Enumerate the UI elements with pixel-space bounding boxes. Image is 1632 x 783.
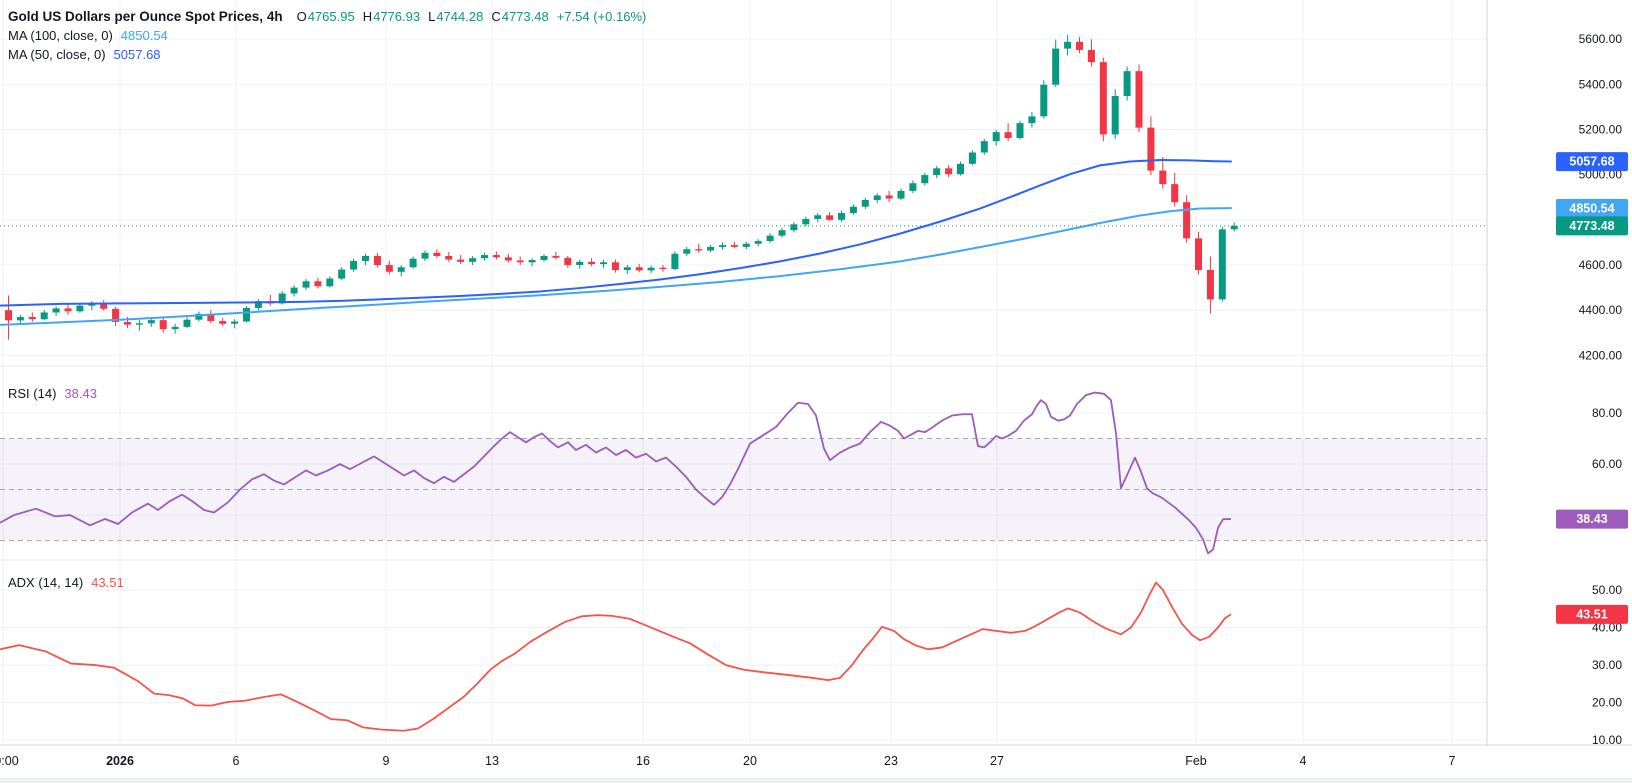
ma50-line[interactable] [0, 158, 1232, 307]
symbol-legend-row[interactable]: Gold US Dollars per Ounce Spot Prices, 4… [8, 7, 646, 26]
candles-series[interactable] [5, 35, 1238, 340]
time-tick-label: 9 [383, 754, 390, 768]
ma50-label: MA (50, close, 0) [8, 47, 106, 62]
time-tick-label: 6 [233, 754, 240, 768]
ma100-value: 4850.54 [120, 28, 168, 43]
bottom-strip [0, 778, 1632, 783]
svg-text:4850.54: 4850.54 [1569, 201, 1614, 215]
axis-tick-label: 30.00 [1592, 658, 1622, 672]
adx-line[interactable] [0, 581, 1232, 732]
price-legend[interactable]: Gold US Dollars per Ounce Spot Prices, 4… [8, 7, 646, 64]
axis-tick-label: 4200.00 [1579, 348, 1623, 362]
adx-value: 43.51 [91, 575, 124, 590]
svg-text:5057.68: 5057.68 [1569, 155, 1614, 169]
axis-tick-label: 5000.00 [1579, 168, 1623, 182]
axis-price-badge: 4773.48 [1556, 216, 1628, 236]
axis-tick-label: 4400.00 [1579, 303, 1623, 317]
ma100-legend-row[interactable]: MA (100, close, 0) 4850.54 [8, 26, 646, 45]
ohlc-high-value: 4776.93 [373, 9, 421, 24]
adx-legend[interactable]: ADX (14, 14) 43.51 [8, 573, 124, 592]
time-tick-label: 7 [1449, 754, 1456, 768]
time-axis[interactable]: 20:00 2026 6 9 13 16 20 23 27 Feb 4 7 [0, 744, 1632, 783]
axis-tick-label: 5600.00 [1579, 32, 1623, 46]
rsi-legend[interactable]: RSI (14) 38.43 [8, 384, 97, 403]
time-tick-label: 4 [1300, 754, 1307, 768]
axis-tick-label: 20.00 [1592, 696, 1622, 710]
ma50-value: 5057.68 [113, 47, 161, 62]
ohlc-low-value: 4744.28 [436, 9, 484, 24]
ohlc-high-label: H [362, 9, 373, 24]
time-tick-label: 27 [990, 754, 1004, 768]
axis-tick-label: 4600.00 [1579, 258, 1623, 272]
time-gridlines [2, 0, 1453, 745]
ohlc-close-value: 4773.48 [501, 9, 549, 24]
axis-tick-label: 80.00 [1592, 406, 1622, 420]
axis-price-badge: 43.51 [1556, 604, 1628, 624]
ma100-line[interactable] [0, 207, 1232, 326]
time-tick-label: 13 [485, 754, 499, 768]
time-tick-label: 23 [884, 754, 898, 768]
ohlc-close-label: C [491, 9, 501, 24]
axis-tick-label: 5400.00 [1579, 77, 1623, 91]
symbol-title: Gold US Dollars per Ounce Spot Prices, 4… [8, 9, 283, 24]
ohlc-change: +7.54 (+0.16%) [556, 9, 647, 24]
axis-tick-label: 50.00 [1592, 583, 1622, 597]
rsi-line[interactable] [0, 391, 1232, 555]
time-tick-label: Feb [1185, 754, 1207, 768]
rsi-value: 38.43 [64, 386, 97, 401]
adx-label: ADX (14, 14) [8, 575, 84, 590]
rsi-label: RSI (14) [8, 386, 57, 401]
ohlc-low-label: L [428, 9, 436, 24]
ohlc-open-value: 4765.95 [307, 9, 355, 24]
time-tick-label: 20 [743, 754, 757, 768]
price-gridlines [0, 38, 1487, 741]
axis-tick-label: 60.00 [1592, 457, 1622, 471]
time-tick-label: 20:00 [0, 754, 19, 768]
axis-price-badge: 4850.54 [1556, 198, 1628, 218]
ma50-legend-row[interactable]: MA (50, close, 0) 5057.68 [8, 45, 646, 64]
ohlc-open-label: O [296, 9, 307, 24]
axis-tick-label: 10.00 [1592, 733, 1622, 747]
svg-text:43.51: 43.51 [1576, 607, 1607, 621]
axis-price-badge: 5057.68 [1556, 152, 1628, 172]
time-tick-label: 2026 [106, 754, 134, 768]
axis-tick-label: 40.00 [1592, 621, 1622, 635]
axis-tick-label: 5200.00 [1579, 122, 1623, 136]
svg-text:38.43: 38.43 [1576, 512, 1607, 526]
time-tick-label: 16 [636, 754, 650, 768]
ma100-label: MA (100, close, 0) [8, 28, 113, 43]
price-axis[interactable]: 5600.00 5400.00 5200.00 5000.00 4600.00 4400.… [1486, 0, 1632, 783]
axis-price-badge: 38.43 [1556, 509, 1628, 529]
svg-text:4773.48: 4773.48 [1569, 219, 1614, 233]
